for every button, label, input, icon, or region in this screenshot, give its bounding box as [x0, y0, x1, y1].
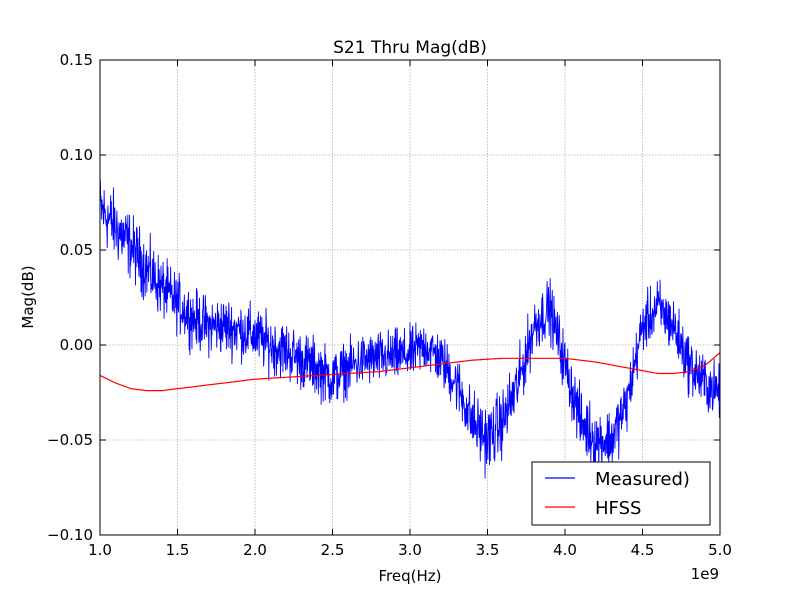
y-tick-label: −0.05: [47, 431, 93, 449]
x-tick-label: 4.5: [631, 541, 655, 559]
x-axis-label: Freq(Hz): [379, 567, 442, 585]
legend-label-hfss: HFSS: [595, 498, 641, 519]
y-axis-label: Mag(dB): [19, 265, 37, 328]
x-tick-label: 1.0: [88, 541, 112, 559]
legend-box: [531, 461, 711, 526]
x-tick-label: 3.0: [398, 541, 422, 559]
x-tick-label: 2.0: [243, 541, 267, 559]
x-tick-label: 1.5: [166, 541, 190, 559]
legend-label-measured: Measured): [595, 469, 690, 490]
x-axis-offset-label: 1e9: [691, 565, 719, 583]
y-tick-label: 0.15: [60, 51, 93, 69]
ticks: 1.0 1.5 2.0 2.5 3.0 3.5 4.0 4.5 5.0 −0.10 −0.05 0.0…: [47, 51, 732, 559]
x-tick-label: 4.0: [553, 541, 577, 559]
x-tick-label: 3.5: [476, 541, 500, 559]
y-tick-label: −0.10: [47, 526, 93, 544]
x-tick-label: 2.5: [321, 541, 345, 559]
chart-title: S21 Thru Mag(dB): [333, 38, 487, 58]
series-line-hfss: [99, 352, 721, 392]
y-tick-label: 0.10: [60, 146, 93, 164]
y-tick-label: 0.00: [60, 336, 93, 354]
y-tick-label: 0.05: [60, 241, 93, 259]
series-layer: [99, 180, 721, 479]
grid: [99, 59, 721, 536]
x-tick-label: 5.0: [708, 541, 732, 559]
legend: Measured) HFSS: [531, 461, 711, 526]
series-line-measured: [99, 180, 721, 479]
